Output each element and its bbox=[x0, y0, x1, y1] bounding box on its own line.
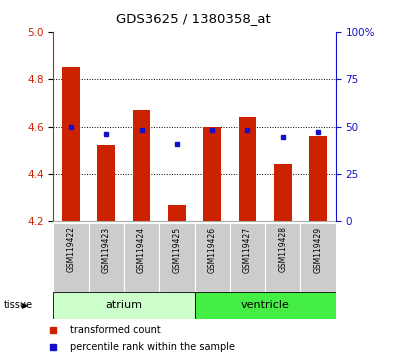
Text: GSM119425: GSM119425 bbox=[172, 227, 181, 273]
Bar bbox=[230, 223, 265, 292]
Text: GDS3625 / 1380358_at: GDS3625 / 1380358_at bbox=[116, 12, 271, 25]
Text: percentile rank within the sample: percentile rank within the sample bbox=[70, 342, 235, 352]
Bar bbox=[88, 223, 124, 292]
Bar bbox=[195, 292, 336, 319]
Bar bbox=[265, 223, 301, 292]
Bar bbox=[239, 117, 256, 221]
Bar bbox=[159, 223, 194, 292]
Text: atrium: atrium bbox=[105, 300, 143, 310]
Bar bbox=[53, 292, 195, 319]
Text: GSM119426: GSM119426 bbox=[208, 227, 217, 273]
Text: GSM119427: GSM119427 bbox=[243, 227, 252, 273]
Bar bbox=[62, 67, 80, 221]
Text: transformed count: transformed count bbox=[70, 325, 160, 335]
Bar bbox=[133, 110, 150, 221]
Bar bbox=[53, 223, 88, 292]
Bar bbox=[274, 164, 292, 221]
Bar bbox=[124, 223, 159, 292]
Bar bbox=[195, 223, 230, 292]
Text: tissue: tissue bbox=[4, 300, 33, 310]
Bar bbox=[301, 223, 336, 292]
Bar bbox=[98, 145, 115, 221]
Bar bbox=[309, 136, 327, 221]
Bar bbox=[168, 205, 186, 221]
Text: GSM119424: GSM119424 bbox=[137, 227, 146, 273]
Text: GSM119429: GSM119429 bbox=[314, 227, 323, 273]
Text: ventricle: ventricle bbox=[241, 300, 290, 310]
Text: ▶: ▶ bbox=[22, 301, 28, 310]
Text: GSM119428: GSM119428 bbox=[278, 227, 287, 273]
Bar bbox=[203, 127, 221, 221]
Text: GSM119423: GSM119423 bbox=[102, 227, 111, 273]
Text: GSM119422: GSM119422 bbox=[66, 227, 75, 273]
